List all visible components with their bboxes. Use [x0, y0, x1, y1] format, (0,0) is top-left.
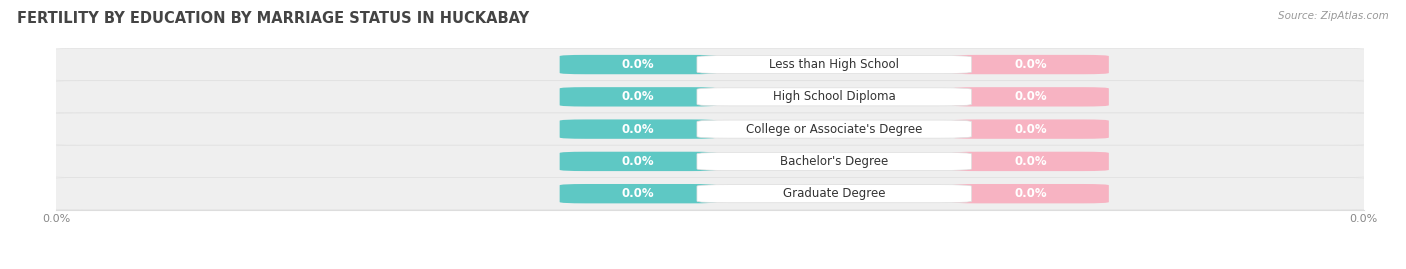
FancyBboxPatch shape [952, 119, 1109, 139]
FancyBboxPatch shape [44, 145, 1376, 178]
Text: 0.0%: 0.0% [1014, 90, 1046, 103]
FancyBboxPatch shape [560, 55, 717, 74]
Text: High School Diploma: High School Diploma [773, 90, 896, 103]
FancyBboxPatch shape [44, 178, 1376, 210]
FancyBboxPatch shape [560, 152, 717, 171]
Legend: Married, Unmarried: Married, Unmarried [620, 264, 800, 269]
Text: 0.0%: 0.0% [621, 90, 654, 103]
FancyBboxPatch shape [697, 120, 972, 138]
Text: 0.0%: 0.0% [1014, 58, 1046, 71]
Text: Source: ZipAtlas.com: Source: ZipAtlas.com [1278, 11, 1389, 21]
FancyBboxPatch shape [44, 81, 1376, 113]
Text: 0.0%: 0.0% [621, 123, 654, 136]
FancyBboxPatch shape [697, 88, 972, 106]
Text: 0.0%: 0.0% [1014, 123, 1046, 136]
FancyBboxPatch shape [44, 113, 1376, 145]
Text: Less than High School: Less than High School [769, 58, 900, 71]
Text: Bachelor's Degree: Bachelor's Degree [780, 155, 889, 168]
FancyBboxPatch shape [697, 185, 972, 203]
FancyBboxPatch shape [560, 119, 717, 139]
Text: 0.0%: 0.0% [621, 155, 654, 168]
FancyBboxPatch shape [952, 87, 1109, 107]
Text: 0.0%: 0.0% [1014, 155, 1046, 168]
Text: 0.0%: 0.0% [1014, 187, 1046, 200]
FancyBboxPatch shape [44, 48, 1376, 81]
FancyBboxPatch shape [697, 55, 972, 74]
FancyBboxPatch shape [952, 55, 1109, 74]
FancyBboxPatch shape [560, 184, 717, 203]
Text: 0.0%: 0.0% [621, 187, 654, 200]
Text: 0.0%: 0.0% [621, 58, 654, 71]
FancyBboxPatch shape [560, 87, 717, 107]
FancyBboxPatch shape [952, 184, 1109, 203]
FancyBboxPatch shape [697, 152, 972, 171]
FancyBboxPatch shape [952, 152, 1109, 171]
Text: Graduate Degree: Graduate Degree [783, 187, 886, 200]
Text: College or Associate's Degree: College or Associate's Degree [747, 123, 922, 136]
Text: FERTILITY BY EDUCATION BY MARRIAGE STATUS IN HUCKABAY: FERTILITY BY EDUCATION BY MARRIAGE STATU… [17, 11, 529, 26]
